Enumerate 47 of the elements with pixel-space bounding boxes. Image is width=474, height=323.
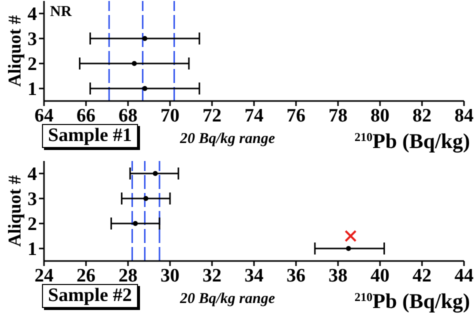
- text: Sample #2: [42, 284, 138, 308]
- y-axis-title: Aliquot #: [4, 175, 24, 247]
- x-tick-label: 44: [454, 265, 474, 286]
- y-tick-label: 2: [28, 54, 37, 76]
- x-tick-label: 32: [202, 265, 222, 286]
- x-tick-label: 82: [412, 105, 432, 126]
- point: [152, 171, 158, 176]
- text: 20 Bq/kg range: [180, 291, 276, 308]
- point: [132, 221, 138, 226]
- point: [142, 36, 148, 41]
- x-tick-label: 66: [76, 105, 96, 126]
- y-tick-label: 3: [28, 189, 37, 210]
- x-tick-label: 84: [454, 105, 474, 126]
- x-axis-title: $^{210}$Pb (Bq/kg): [354, 129, 470, 153]
- y-tick-label: 1: [28, 239, 37, 260]
- y-axis-title: Aliquot #: [4, 15, 24, 87]
- point: [142, 86, 148, 91]
- x-tick-label: 80: [370, 105, 390, 126]
- text: Sample #1: [42, 124, 138, 148]
- x-tick-label: 40: [370, 265, 390, 286]
- point: [143, 196, 148, 201]
- x-tick-label: 28: [118, 265, 138, 286]
- x-axis-title: $^{210}$Pb (Bq/kg): [354, 289, 470, 313]
- point: [132, 61, 137, 66]
- y-tick-label: 1: [28, 79, 37, 100]
- x-tick-label: 64: [34, 105, 54, 126]
- y-tick-label: 2: [28, 214, 37, 236]
- x-tick-label: 72: [202, 105, 222, 126]
- x-tick-label: 34: [244, 265, 264, 286]
- x-tick-label: 42: [412, 265, 432, 286]
- y-tick-label: 4: [28, 164, 38, 186]
- x-tick-label: 36: [286, 265, 306, 286]
- point: [344, 230, 357, 242]
- x-tick-label: 24: [34, 265, 54, 286]
- x-tick-label: 68: [118, 105, 138, 126]
- x-tick-label: 26: [76, 265, 96, 286]
- annotation: NR: [50, 4, 72, 21]
- text: 20 Bq/kg range: [180, 131, 276, 148]
- x-tick-label: 30: [160, 265, 180, 286]
- x-tick-label: 38: [328, 265, 348, 286]
- y-tick-label: 3: [28, 29, 37, 50]
- x-tick-label: 76: [286, 105, 306, 126]
- y-tick-label: 4: [28, 4, 38, 26]
- x-tick-label: 74: [244, 105, 264, 126]
- x-tick-label: 70: [160, 105, 180, 126]
- point: [346, 246, 351, 251]
- x-tick-label: 78: [328, 105, 348, 126]
